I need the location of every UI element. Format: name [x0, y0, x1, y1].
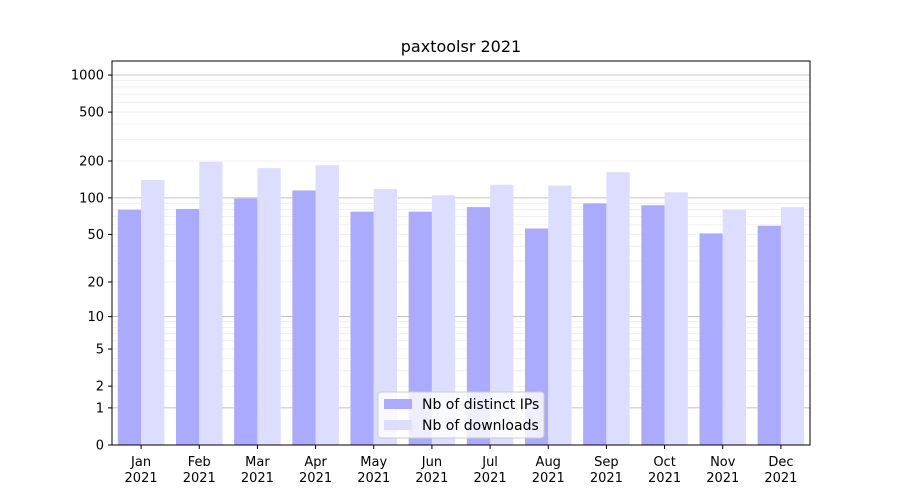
x-tick-label: Nov 2021: [706, 455, 739, 486]
x-tick-label: Jun 2021: [415, 455, 448, 486]
bar: [350, 211, 374, 445]
x-tick-label: Aug 2021: [532, 455, 565, 486]
bar: [141, 179, 165, 445]
bar: [606, 172, 630, 445]
bar: [234, 198, 258, 445]
bar: [315, 165, 339, 445]
legend: Nb of distinct IPs Nb of downloads: [377, 391, 545, 439]
y-tick-label: 0: [96, 439, 104, 454]
bar: [548, 185, 572, 445]
chart-title: paxtoolsr 2021: [401, 37, 521, 56]
bar: [199, 161, 223, 446]
bar: [408, 211, 432, 445]
legend-swatch: [384, 399, 412, 409]
bar: [117, 209, 142, 445]
x-tick-label: Apr 2021: [299, 455, 332, 486]
bar: [780, 207, 805, 445]
axes-layer: 0 1 2 5 10 20 50 100 200 500 1000 Jan 2021 Feb 2021 Mar…: [71, 60, 811, 486]
y-tick-label: 10: [87, 310, 104, 325]
y-tick-label: 50: [87, 228, 104, 243]
y-tick-label: 5: [96, 343, 104, 358]
bar: [524, 228, 549, 445]
bar: [641, 205, 665, 445]
bar: [175, 209, 200, 445]
x-tick-label: Dec 2021: [764, 455, 797, 486]
bar: [466, 207, 491, 445]
bar: [490, 184, 514, 445]
y-tick-label: 1: [96, 401, 104, 416]
bar: [431, 195, 456, 445]
y-tick-label: 1000: [71, 69, 104, 84]
x-tick-label: Sep 2021: [590, 455, 623, 486]
bar: [757, 225, 781, 445]
x-tick-label: Jul 2021: [474, 455, 507, 486]
y-tick-label: 500: [79, 106, 104, 121]
bar-layer: [117, 161, 805, 446]
x-tick-label: Feb 2021: [183, 455, 216, 486]
x-tick-label: May 2021: [357, 455, 390, 486]
y-tick-label: 100: [79, 191, 104, 206]
x-tick-label: Mar 2021: [241, 455, 274, 486]
plot-frame: [111, 60, 811, 446]
x-tick-label: Oct 2021: [648, 455, 681, 486]
bar: [722, 209, 747, 445]
legend-label: Nb of downloads: [422, 418, 539, 434]
bar: [257, 168, 281, 446]
x-tick-label: Jan 2021: [125, 455, 158, 486]
y-tick-label: 2: [96, 380, 104, 395]
bar: [699, 233, 723, 445]
y-tick-label: 20: [87, 275, 104, 290]
bar: [664, 192, 688, 445]
y-tick-label: 200: [79, 155, 104, 170]
bar: [373, 189, 398, 445]
legend-box: [377, 391, 545, 439]
bar: [583, 203, 607, 445]
bar: [292, 190, 316, 445]
legend-label: Nb of distinct IPs: [422, 397, 539, 413]
legend-swatch: [384, 420, 412, 430]
